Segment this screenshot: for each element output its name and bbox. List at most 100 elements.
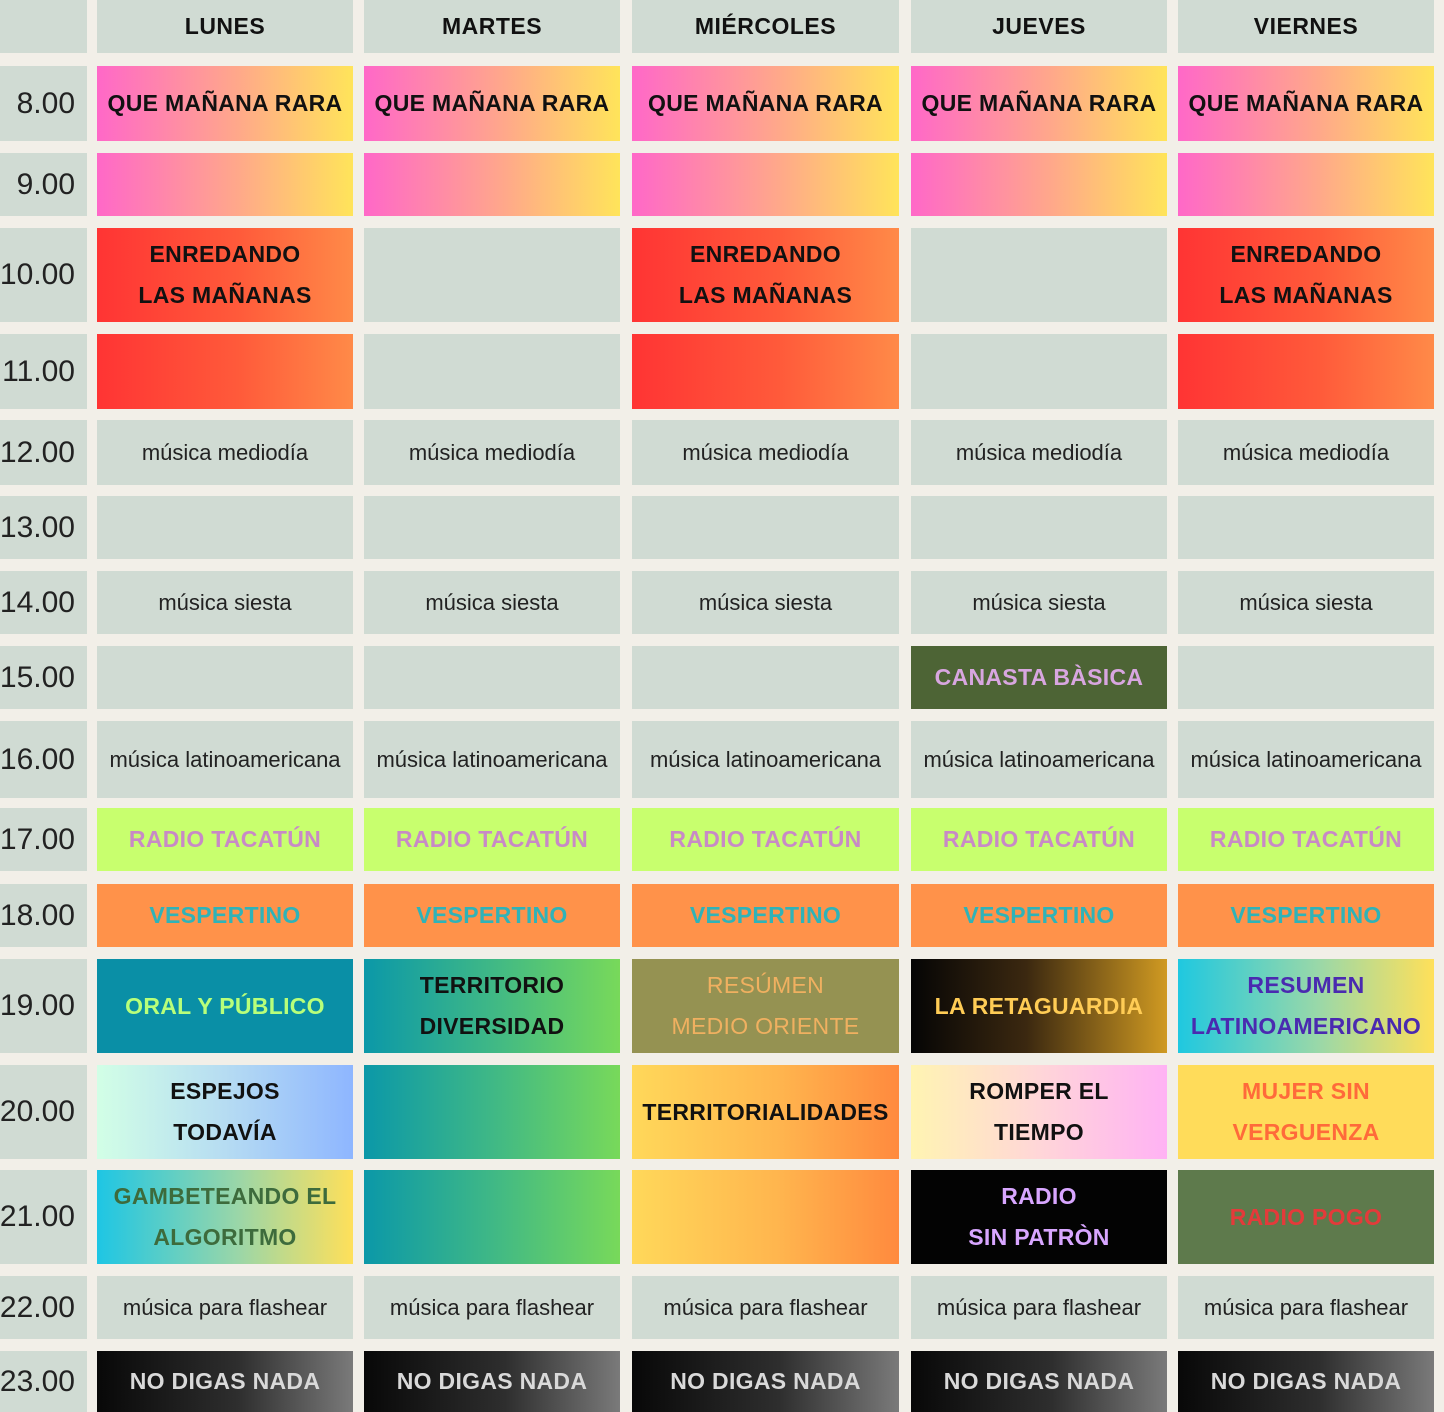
program-slot-musica-latinoamericana: música latinoamericana <box>911 721 1167 798</box>
time-label: 17.00 <box>0 808 87 871</box>
program-slot-que-manana-rara: QUE MAÑANA RARA <box>364 66 620 141</box>
program-slot-canasta-basica: CANASTA BÀSICA <box>911 646 1167 709</box>
program-slot-vespertino: VESPERTINO <box>364 884 620 947</box>
empty-slot <box>97 153 353 216</box>
program-slot-espejos-todavia: ESPEJOS TODAVÍA <box>97 1065 353 1159</box>
program-slot-radio-tacatun: RADIO TACATÚN <box>364 808 620 871</box>
day-header-martes: MARTES <box>364 0 620 53</box>
program-slot-musica-mediodia: música mediodía <box>911 420 1167 485</box>
empty-slot <box>911 153 1167 216</box>
empty-slot <box>97 334 353 409</box>
time-label: 18.00 <box>0 884 87 947</box>
empty-slot <box>364 1065 620 1159</box>
empty-slot <box>364 228 620 322</box>
program-slot-musica-para-flashear: música para flashear <box>632 1276 899 1339</box>
program-slot-oral-y-publico: ORAL Y PÚBLICO <box>97 959 353 1053</box>
program-slot-musica-para-flashear: música para flashear <box>364 1276 620 1339</box>
empty-slot <box>911 228 1167 322</box>
time-label: 22.00 <box>0 1276 87 1339</box>
program-slot-musica-latinoamericana: música latinoamericana <box>97 721 353 798</box>
program-slot-musica-mediodia: música mediodía <box>97 420 353 485</box>
program-slot-radio-tacatun: RADIO TACATÚN <box>1178 808 1434 871</box>
program-slot-que-manana-rara: QUE MAÑANA RARA <box>632 66 899 141</box>
program-slot-musica-siesta: música siesta <box>632 571 899 634</box>
empty-slot <box>364 646 620 709</box>
program-slot-musica-para-flashear: música para flashear <box>97 1276 353 1339</box>
program-slot-territorialidades: TERRITORIALIDADES <box>632 1065 899 1159</box>
time-label: 8.00 <box>0 66 87 141</box>
time-label: 11.00 <box>0 334 87 409</box>
empty-slot <box>632 153 899 216</box>
program-slot-musica-para-flashear: música para flashear <box>911 1276 1167 1339</box>
empty-slot <box>632 334 899 409</box>
program-slot-musica-para-flashear: música para flashear <box>1178 1276 1434 1339</box>
time-label: 9.00 <box>0 153 87 216</box>
program-slot-vespertino: VESPERTINO <box>97 884 353 947</box>
empty-slot <box>97 646 353 709</box>
corner-cell <box>0 0 87 53</box>
time-label: 20.00 <box>0 1065 87 1159</box>
program-slot-radio-pogo: RADIO POGO <box>1178 1170 1434 1264</box>
program-slot-territorio-diversidad: TERRITORIO DIVERSIDAD <box>364 959 620 1053</box>
time-label: 14.00 <box>0 571 87 634</box>
program-slot-musica-latinoamericana: música latinoamericana <box>1178 721 1434 798</box>
time-label: 16.00 <box>0 721 87 798</box>
empty-slot <box>1178 646 1434 709</box>
empty-slot <box>632 646 899 709</box>
empty-slot <box>911 334 1167 409</box>
program-slot-romper-el-tiempo: ROMPER EL TIEMPO <box>911 1065 1167 1159</box>
program-slot-enredando-las-mananas: ENREDANDO LAS MAÑANAS <box>97 228 353 322</box>
empty-slot <box>364 334 620 409</box>
day-header-miercoles: MIÉRCOLES <box>632 0 899 53</box>
empty-slot <box>911 496 1167 559</box>
program-slot-vespertino: VESPERTINO <box>911 884 1167 947</box>
program-slot-mujer-sin-verguenza: MUJER SIN VERGUENZA <box>1178 1065 1434 1159</box>
program-slot-musica-latinoamericana: música latinoamericana <box>364 721 620 798</box>
program-slot-resumen-medio-oriente: RESÚMEN MEDIO ORIENTE <box>632 959 899 1053</box>
program-slot-no-digas-nada: NO DIGAS NADA <box>911 1351 1167 1412</box>
program-slot-no-digas-nada: NO DIGAS NADA <box>364 1351 620 1412</box>
time-label: 13.00 <box>0 496 87 559</box>
program-slot-musica-siesta: música siesta <box>911 571 1167 634</box>
program-slot-que-manana-rara: QUE MAÑANA RARA <box>1178 66 1434 141</box>
program-slot-vespertino: VESPERTINO <box>1178 884 1434 947</box>
empty-slot <box>364 153 620 216</box>
day-header-lunes: LUNES <box>97 0 353 53</box>
program-slot-no-digas-nada: NO DIGAS NADA <box>632 1351 899 1412</box>
program-slot-que-manana-rara: QUE MAÑANA RARA <box>97 66 353 141</box>
program-slot-enredando-las-mananas: ENREDANDO LAS MAÑANAS <box>1178 228 1434 322</box>
program-slot-musica-mediodia: música mediodía <box>364 420 620 485</box>
time-label: 21.00 <box>0 1170 87 1264</box>
time-label: 23.00 <box>0 1351 87 1412</box>
program-slot-radio-tacatun: RADIO TACATÚN <box>97 808 353 871</box>
empty-slot <box>1178 153 1434 216</box>
program-slot-radio-tacatun: RADIO TACATÚN <box>911 808 1167 871</box>
program-slot-musica-siesta: música siesta <box>97 571 353 634</box>
day-header-viernes: VIERNES <box>1178 0 1434 53</box>
time-label: 12.00 <box>0 420 87 485</box>
empty-slot <box>632 496 899 559</box>
program-slot-radio-sin-patron: RADIO SIN PATRÒN <box>911 1170 1167 1264</box>
program-slot-musica-mediodia: música mediodía <box>632 420 899 485</box>
empty-slot <box>632 1170 899 1264</box>
program-slot-resumen-latinoamericano: RESUMEN LATINOAMERICANO <box>1178 959 1434 1053</box>
program-slot-no-digas-nada: NO DIGAS NADA <box>97 1351 353 1412</box>
program-slot-musica-mediodia: música mediodía <box>1178 420 1434 485</box>
empty-slot <box>1178 496 1434 559</box>
program-slot-que-manana-rara: QUE MAÑANA RARA <box>911 66 1167 141</box>
empty-slot <box>364 1170 620 1264</box>
program-slot-musica-latinoamericana: música latinoamericana <box>632 721 899 798</box>
program-slot-musica-siesta: música siesta <box>1178 571 1434 634</box>
program-slot-la-retaguardia: LA RETAGUARDIA <box>911 959 1167 1053</box>
time-label: 15.00 <box>0 646 87 709</box>
empty-slot <box>1178 334 1434 409</box>
program-slot-no-digas-nada: NO DIGAS NADA <box>1178 1351 1434 1412</box>
time-label: 10.00 <box>0 228 87 322</box>
program-slot-vespertino: VESPERTINO <box>632 884 899 947</box>
empty-slot <box>364 496 620 559</box>
program-slot-gambeteando-el-algoritmo: GAMBETEANDO EL ALGORITMO <box>97 1170 353 1264</box>
time-label: 19.00 <box>0 959 87 1053</box>
day-header-jueves: JUEVES <box>911 0 1167 53</box>
program-slot-radio-tacatun: RADIO TACATÚN <box>632 808 899 871</box>
empty-slot <box>97 496 353 559</box>
